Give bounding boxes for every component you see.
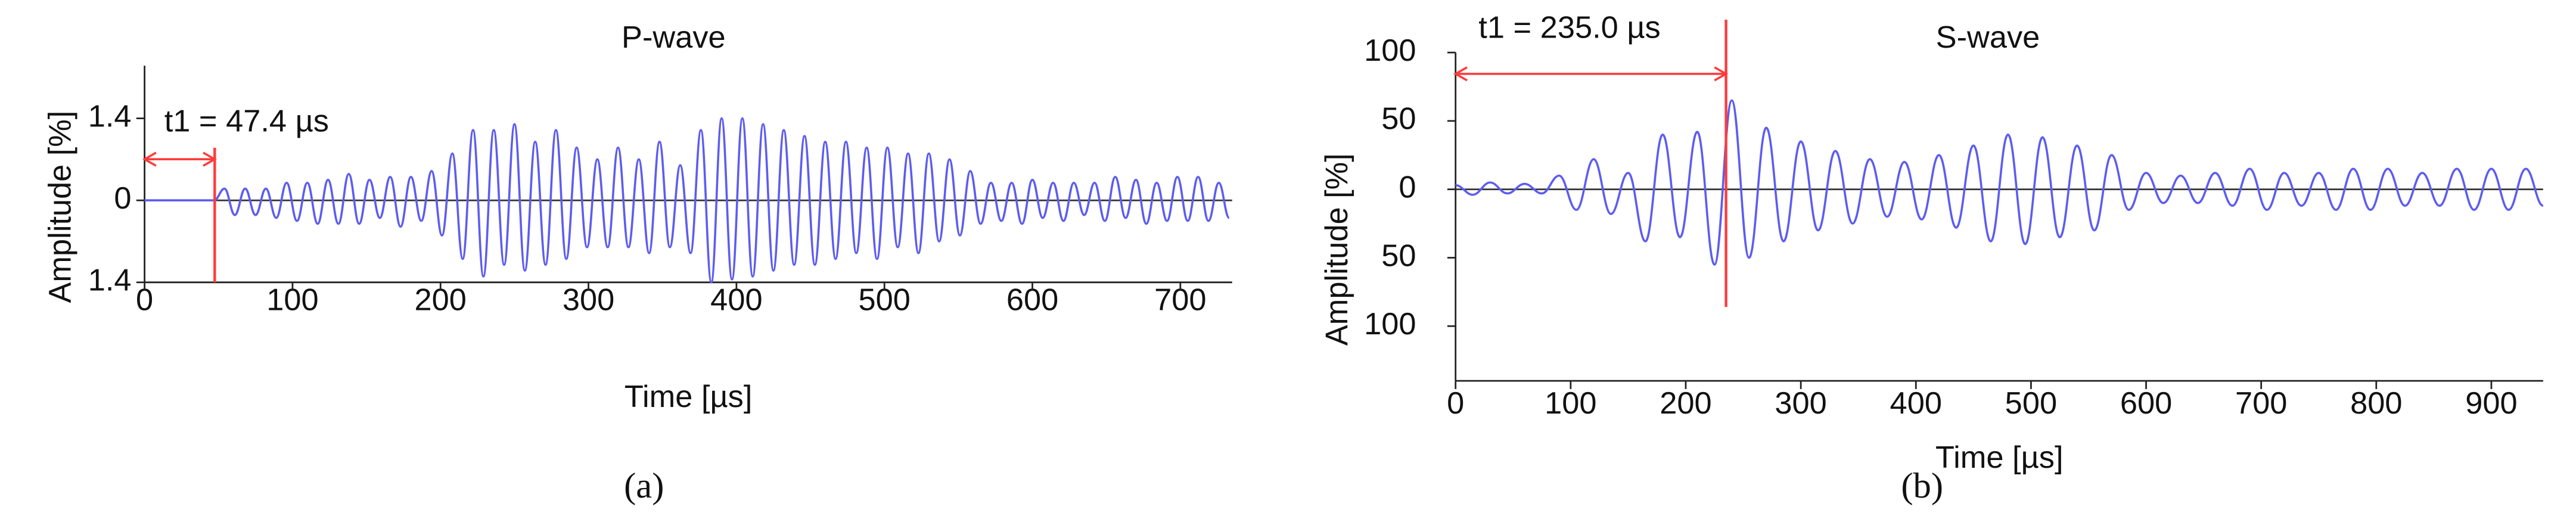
x-tick-label: 100 bbox=[1545, 386, 1596, 421]
chart-title: P-wave bbox=[622, 20, 726, 55]
x-axis-label: Time [µs] bbox=[1935, 440, 2063, 475]
y-axis-label: Amplitude [%] bbox=[1320, 153, 1354, 346]
x-tick-label: 600 bbox=[2120, 386, 2172, 421]
annotation-label: t1 = 47.4 µs bbox=[164, 104, 329, 138]
y-tick-label: 100 bbox=[1364, 33, 1416, 68]
y-tick-label: 50 bbox=[1381, 102, 1416, 136]
x-tick-label: 300 bbox=[1775, 386, 1826, 421]
x-tick-label: 900 bbox=[2465, 386, 2517, 421]
y-tick-label: 100 bbox=[1364, 307, 1416, 341]
annotation-label: t1 = 235.0 µs bbox=[1478, 10, 1660, 45]
y-axis-label: Amplitude [%] bbox=[43, 111, 78, 303]
caption: (a) bbox=[624, 466, 664, 506]
x-tick-label: 700 bbox=[2235, 386, 2287, 421]
x-tick-label: 0 bbox=[1447, 386, 1464, 421]
x-tick-label: 500 bbox=[2005, 386, 2057, 421]
arrow-head bbox=[142, 151, 217, 167]
chart-title: S-wave bbox=[1936, 20, 2040, 55]
y-tick-label: 0 bbox=[114, 181, 131, 216]
waveform bbox=[1455, 99, 2544, 266]
waveform bbox=[144, 117, 1230, 284]
x-tick-label: 800 bbox=[2350, 386, 2402, 421]
caption: (b) bbox=[1901, 466, 1943, 506]
x-tick-label: 200 bbox=[1660, 386, 1711, 421]
y-tick-label: 0 bbox=[1399, 170, 1416, 205]
y-tick-label: 50 bbox=[1381, 238, 1416, 273]
arrow-head bbox=[1453, 66, 1729, 82]
y-tick-label: 1.4 bbox=[88, 263, 132, 298]
y-tick-label: 1.4 bbox=[88, 99, 132, 133]
x-tick-label: 400 bbox=[1890, 386, 1942, 421]
x-axis-label: Time [µs] bbox=[624, 380, 752, 414]
